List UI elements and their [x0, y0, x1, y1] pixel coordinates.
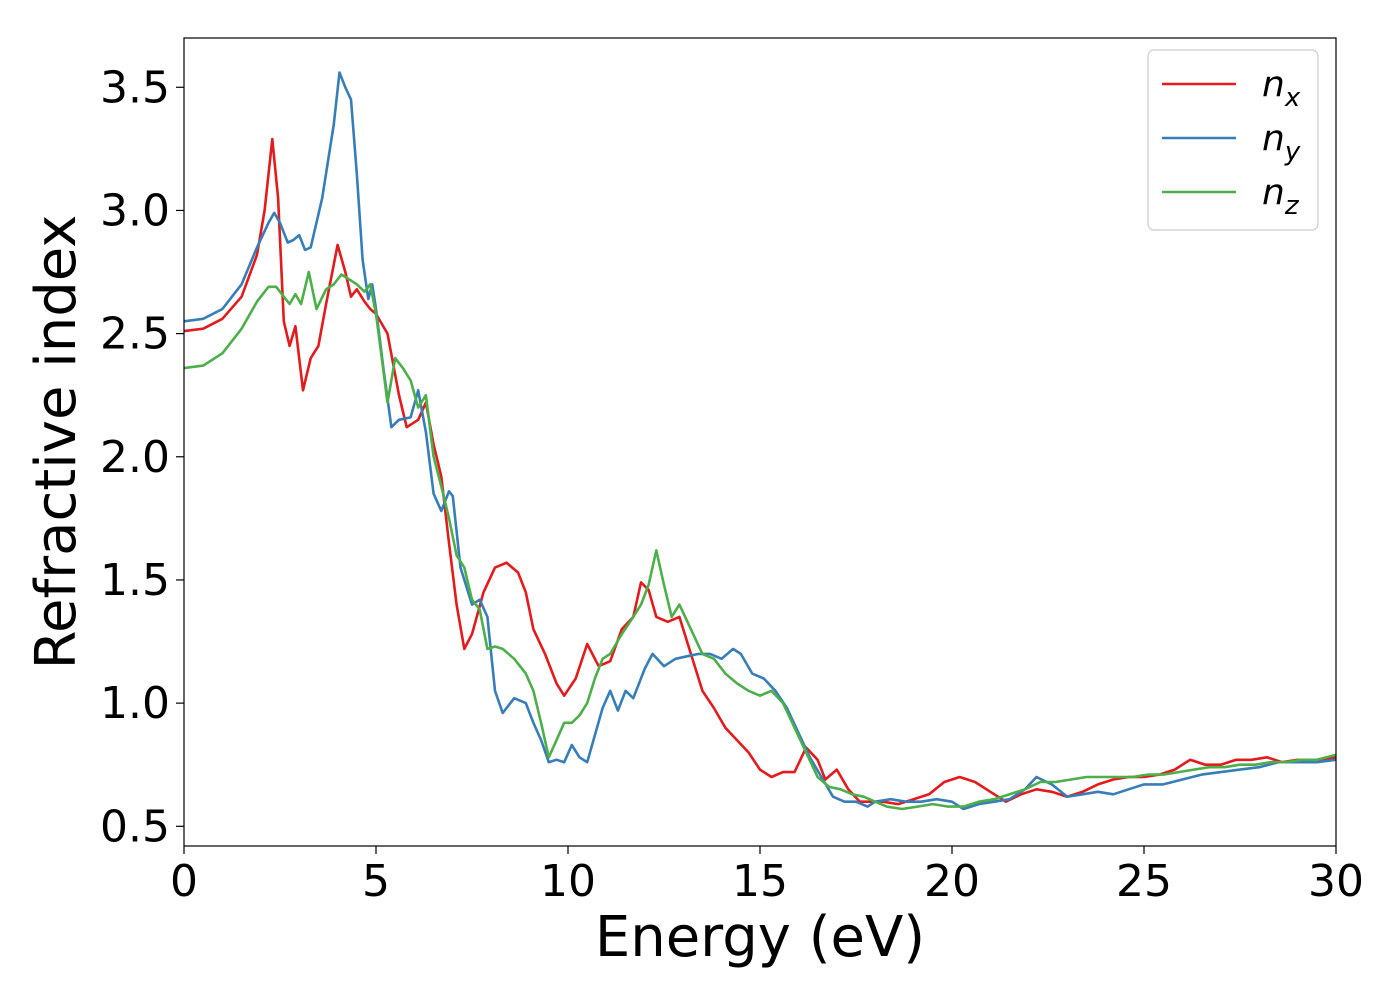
x-axis: 0 5 10 15 20 25 30 [170, 846, 1364, 907]
legend-label-z: nz [1262, 172, 1300, 221]
x-tick-label: 25 [1116, 856, 1172, 907]
y-tick-label: 3.5 [100, 62, 170, 113]
x-tick-label: 20 [924, 856, 980, 907]
x-axis-title: Energy (eV) [595, 905, 925, 970]
x-tick-label: 30 [1308, 856, 1364, 907]
y-tick-label: 3.0 [100, 185, 170, 236]
x-tick-label: 15 [732, 856, 788, 907]
y-tick-label: 0.5 [100, 801, 170, 852]
series-line-y [184, 71, 1336, 811]
series-line-x [184, 137, 1336, 806]
legend-box [1147, 49, 1319, 231]
x-tick-label: 5 [362, 856, 390, 907]
y-axis: 0.5 1.0 1.5 2.0 2.5 3.0 3.5 [100, 62, 184, 852]
x-tick-label: 10 [540, 856, 596, 907]
x-tick-label: 0 [170, 856, 198, 907]
y-axis-title: Refractive index [24, 215, 89, 670]
y-tick-label: 1.5 [100, 555, 170, 606]
y-tick-label: 2.5 [100, 309, 170, 360]
y-tick-label: 1.0 [100, 678, 170, 729]
series-layer [184, 71, 1336, 811]
y-tick-label: 2.0 [100, 432, 170, 483]
series-line-z [184, 270, 1336, 811]
